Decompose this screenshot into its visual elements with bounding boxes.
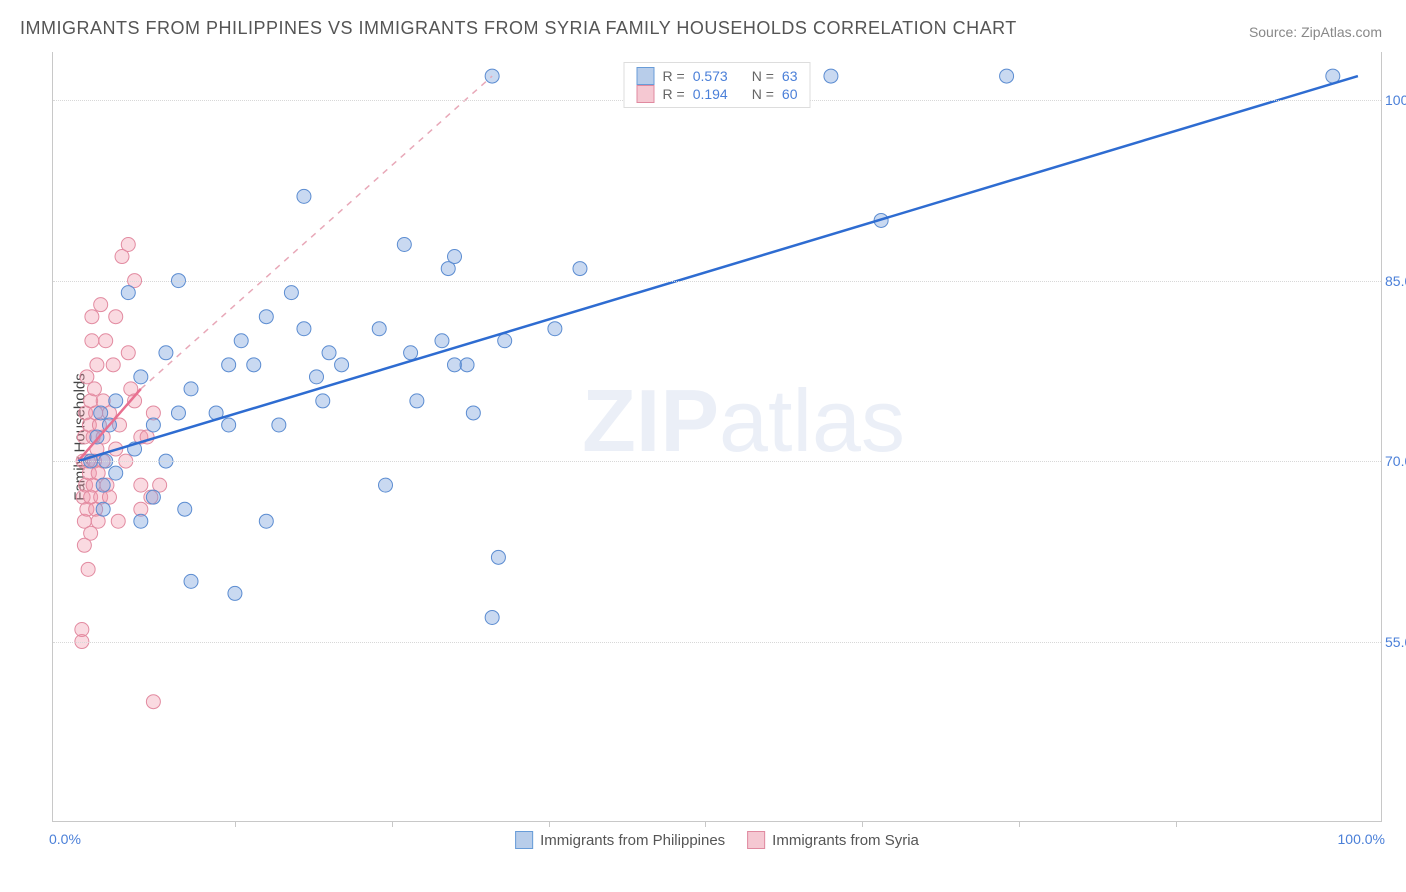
point-philippines: [397, 238, 411, 252]
point-philippines: [222, 418, 236, 432]
swatch-philippines: [637, 67, 655, 85]
point-syria: [80, 370, 94, 384]
gridline-h: [53, 461, 1381, 462]
x-tick-mark: [549, 821, 550, 827]
point-syria: [109, 310, 123, 324]
point-syria: [85, 334, 99, 348]
point-syria: [85, 310, 99, 324]
point-syria: [90, 358, 104, 372]
point-philippines: [309, 370, 323, 384]
point-syria: [146, 695, 160, 709]
point-syria: [106, 358, 120, 372]
point-philippines: [228, 586, 242, 600]
point-philippines: [234, 334, 248, 348]
point-philippines: [178, 502, 192, 516]
point-syria: [87, 382, 101, 396]
legend-item-philippines: Immigrants from Philippines: [515, 831, 725, 849]
x-tick-right: 100.0%: [1338, 831, 1385, 847]
point-syria: [84, 526, 98, 540]
swatch-syria-icon: [747, 831, 765, 849]
gridline-h: [53, 642, 1381, 643]
point-syria: [121, 238, 135, 252]
legend-stats: R = 0.573 N = 63 R = 0.194 N = 60: [624, 62, 811, 108]
point-syria: [121, 346, 135, 360]
legend-row-philippines: R = 0.573 N = 63: [637, 67, 798, 85]
point-philippines: [573, 262, 587, 276]
point-philippines: [485, 610, 499, 624]
gridline-h: [53, 281, 1381, 282]
point-syria: [111, 514, 125, 528]
x-tick-left: 0.0%: [49, 831, 81, 847]
point-philippines: [491, 550, 505, 564]
point-philippines: [410, 394, 424, 408]
plot-container: Family Households ZIPatlas R = 0.573 N =…: [52, 52, 1382, 822]
x-tick-mark: [862, 821, 863, 827]
x-tick-mark: [705, 821, 706, 827]
point-philippines: [379, 478, 393, 492]
point-philippines: [259, 514, 273, 528]
chart-title: IMMIGRANTS FROM PHILIPPINES VS IMMIGRANT…: [20, 18, 1017, 39]
point-syria: [99, 334, 113, 348]
legend-item-syria: Immigrants from Syria: [747, 831, 919, 849]
x-tick-mark: [392, 821, 393, 827]
point-philippines: [548, 322, 562, 336]
point-philippines: [109, 394, 123, 408]
point-philippines: [460, 358, 474, 372]
point-philippines: [316, 394, 330, 408]
point-philippines: [448, 250, 462, 264]
point-philippines: [824, 69, 838, 83]
y-tick-label: 55.0%: [1385, 634, 1406, 650]
point-philippines: [284, 286, 298, 300]
point-philippines: [109, 466, 123, 480]
point-philippines: [498, 334, 512, 348]
trendline: [78, 76, 1358, 461]
point-philippines: [171, 406, 185, 420]
y-tick-label: 100.0%: [1385, 92, 1406, 108]
point-philippines: [404, 346, 418, 360]
point-philippines: [184, 382, 198, 396]
y-tick-label: 85.0%: [1385, 273, 1406, 289]
point-philippines: [297, 322, 311, 336]
plot-area: ZIPatlas R = 0.573 N = 63 R = 0.194 N = …: [52, 52, 1382, 822]
point-philippines: [146, 418, 160, 432]
point-philippines: [134, 370, 148, 384]
scatter-svg: [53, 52, 1383, 822]
point-syria: [75, 623, 89, 637]
point-syria: [134, 478, 148, 492]
point-philippines: [259, 310, 273, 324]
point-philippines: [184, 574, 198, 588]
point-philippines: [222, 358, 236, 372]
point-philippines: [448, 358, 462, 372]
legend-row-syria: R = 0.194 N = 60: [637, 85, 798, 103]
point-philippines: [159, 346, 173, 360]
point-philippines: [134, 514, 148, 528]
point-philippines: [146, 490, 160, 504]
y-tick-label: 70.0%: [1385, 453, 1406, 469]
x-tick-mark: [235, 821, 236, 827]
point-philippines: [96, 502, 110, 516]
point-philippines: [121, 286, 135, 300]
point-philippines: [96, 478, 110, 492]
source-attribution: Source: ZipAtlas.com: [1249, 24, 1382, 40]
swatch-syria: [637, 85, 655, 103]
point-philippines: [335, 358, 349, 372]
legend-series: Immigrants from Philippines Immigrants f…: [515, 831, 919, 849]
point-syria: [94, 298, 108, 312]
x-tick-mark: [1019, 821, 1020, 827]
point-philippines: [466, 406, 480, 420]
point-philippines: [1000, 69, 1014, 83]
legend-label-syria: Immigrants from Syria: [772, 832, 919, 849]
swatch-philippines-icon: [515, 831, 533, 849]
x-tick-mark: [1176, 821, 1177, 827]
point-syria: [81, 562, 95, 576]
point-philippines: [322, 346, 336, 360]
point-philippines: [94, 406, 108, 420]
point-philippines: [272, 418, 286, 432]
point-philippines: [435, 334, 449, 348]
point-philippines: [297, 189, 311, 203]
point-philippines: [247, 358, 261, 372]
legend-label-philippines: Immigrants from Philippines: [540, 832, 725, 849]
point-philippines: [372, 322, 386, 336]
